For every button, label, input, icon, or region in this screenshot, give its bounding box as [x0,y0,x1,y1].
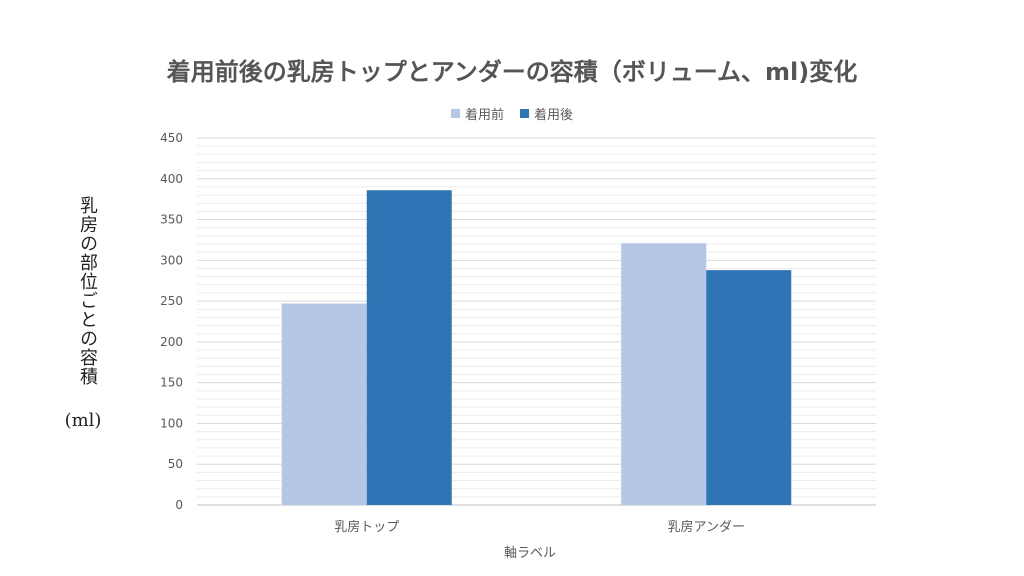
legend-label-after: 着用後 [534,108,574,123]
legend: 着用前 着用後 [0,104,1024,123]
bar-after-1 [706,270,792,505]
bar-before-1 [621,243,707,505]
x-category-label: 乳房トップ [334,519,399,535]
legend-item-after: 着用後 [520,104,573,123]
y-tick-label: 300 [160,253,183,267]
y-tick-label: 0 [175,498,183,512]
y-tick-label: 350 [160,213,183,227]
y-tick-label: 450 [160,131,183,145]
y-axis-unit: (ml) [64,410,102,431]
y-tick-label: 200 [160,335,183,349]
x-axis-title: 軸ラベル [503,546,556,561]
y-tick-label: 400 [160,172,183,186]
legend-item-before: 着用前 [450,104,504,123]
x-category-label: 乳房アンダー [668,519,745,535]
y-tick-label: 250 [160,294,183,308]
bar-before-0 [281,303,367,505]
bar-after-0 [366,190,452,505]
legend-swatch-after [520,109,529,118]
y-tick-label: 100 [160,416,183,430]
chart-title: 着用前後の乳房トップとアンダーの容積（ボリューム、ml)変化 [166,58,858,86]
legend-label-before: 着用前 [464,108,504,123]
y-axis-title: 乳房の部位ごとの容積 [77,196,98,386]
y-tick-label: 50 [168,457,183,471]
y-tick-label: 150 [160,376,183,390]
legend-swatch-before [450,109,460,118]
